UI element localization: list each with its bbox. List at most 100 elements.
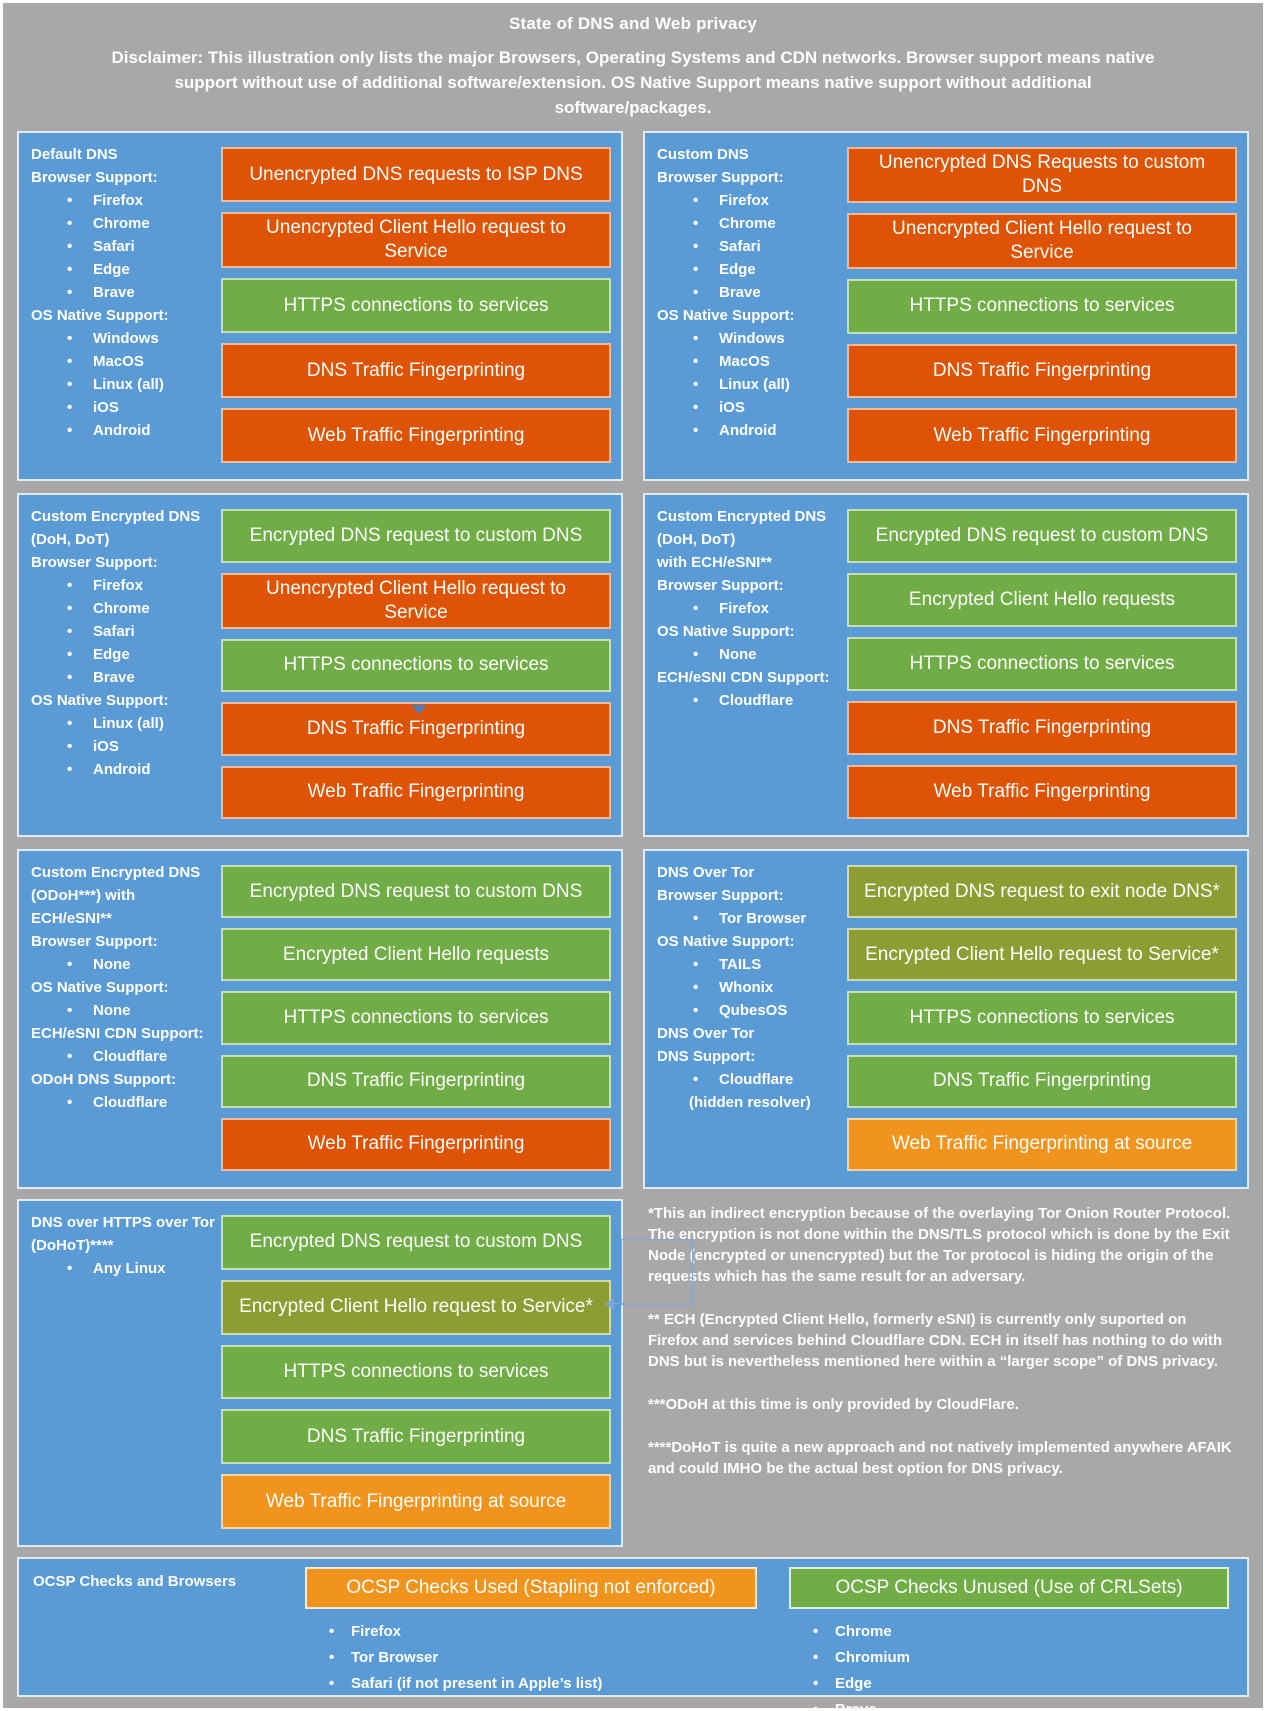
status-bar-bad: DNS Traffic Fingerprinting [221, 343, 611, 398]
support-label: Browser Support: [657, 169, 784, 186]
status-bar-bad: Unencrypted Client Hello request to Serv… [221, 572, 611, 629]
panel-info: Custom Encrypted DNS (ODoH***) with ECH/… [19, 851, 217, 1187]
panel-bars: Encrypted DNS request to custom DNS Encry… [843, 495, 1247, 835]
status-bar-good: HTTPS connections to services [221, 1344, 611, 1400]
callout-artifact [621, 1239, 693, 1305]
support-item: Chrome [657, 212, 843, 235]
support-item: Safari [657, 235, 843, 258]
status-bar-bad: Web Traffic Fingerprinting [847, 765, 1237, 819]
panel-info: Custom Encrypted DNS (DoH, DoT) with ECH… [645, 495, 843, 835]
browser-item: Chromium [789, 1645, 1229, 1671]
support-label: Browser Support: [31, 933, 158, 950]
support-label: ECH/eSNI CDN Support: [657, 669, 830, 686]
support-label: OS Native Support: [657, 623, 795, 640]
panel-info: Default DNS Browser Support: FirefoxChrome… [19, 133, 217, 479]
support-item: Edge [31, 643, 217, 666]
support-item: Firefox [657, 597, 843, 620]
footnote: ****DoHoT is quite a new approach and no… [648, 1439, 1232, 1477]
status-bar-good: HTTPS connections to services [221, 638, 611, 692]
status-bar-good: Encrypted Client Hello requests [221, 928, 611, 982]
disclaimer-text: Disclaimer: This illustration only lists… [111, 48, 1155, 117]
support-item: Cloudflare [657, 689, 843, 712]
panel-bars: Unencrypted DNS requests to ISP DNS Unenc… [217, 133, 621, 479]
support-item: Firefox [31, 574, 217, 597]
panel-custom-encrypted-dns-ech: Custom Encrypted DNS (DoH, DoT) with ECH… [643, 493, 1249, 837]
support-item: TAILS [657, 953, 843, 976]
support-label: ECH/eSNI CDN Support: [31, 1025, 204, 1042]
support-item: Firefox [31, 189, 217, 212]
support-item: None [31, 999, 217, 1022]
status-bar-good: Encrypted DNS request to custom DNS [221, 865, 611, 919]
support-item: Cloudflare [31, 1045, 217, 1068]
status-bar-bad: Unencrypted DNS Requests to custom DNS [847, 147, 1237, 203]
ocsp-used-column: OCSP Checks Used (Stapling not enforced)… [305, 1567, 757, 1697]
support-item: Chrome [31, 212, 217, 235]
browser-item: Chrome [789, 1619, 1229, 1645]
support-item: Windows [31, 327, 217, 350]
ocsp-used-list: FirefoxTor BrowserSafari (if not present… [305, 1619, 757, 1697]
support-label: Browser Support: [657, 887, 784, 904]
support-label: Browser Support: [657, 577, 784, 594]
support-item: None [657, 643, 843, 666]
status-bar-good: Encrypted DNS request to custom DNS [221, 1215, 611, 1270]
cursor-artifact [411, 705, 427, 714]
panel-bars: Encrypted DNS request to exit node DNS* E… [843, 851, 1247, 1187]
status-bar-bad: Web Traffic Fingerprinting [221, 1117, 611, 1172]
support-label: DNS Over Tor DNS Support: [657, 1025, 756, 1065]
ocsp-unused-list: ChromeChromiumEdgeBrave [789, 1619, 1229, 1708]
support-label: OS Native Support: [31, 979, 169, 996]
panel-info: Custom DNS Browser Support: FirefoxChromeS… [645, 133, 843, 479]
panel-info: Custom Encrypted DNS (DoH, DoT) Browser S… [19, 495, 217, 835]
browser-item: Edge [789, 1671, 1229, 1697]
panel-dns-over-tor: DNS Over Tor Browser Support: Tor Browser O… [643, 849, 1249, 1189]
support-item: Android [31, 758, 217, 781]
support-label: OS Native Support: [657, 307, 795, 324]
support-item: Edge [31, 258, 217, 281]
support-item: MacOS [657, 350, 843, 373]
status-bar-warn: Web Traffic Fingerprinting at source [847, 1117, 1237, 1172]
panel-dohot: DNS over HTTPS over Tor (DoHoT)**** Any L… [17, 1199, 623, 1547]
panel-custom-dns: Custom DNS Browser Support: FirefoxChromeS… [643, 131, 1249, 481]
status-bar-indirect: Encrypted Client Hello request to Servic… [221, 1279, 611, 1335]
status-bar-good: HTTPS connections to services [847, 637, 1237, 691]
footnote: ** ECH (Encrypted Client Hello, formerly… [648, 1311, 1223, 1370]
ocsp-unused-column: OCSP Checks Unused (Use of CRLSets) Chro… [789, 1567, 1229, 1708]
support-item: Linux (all) [31, 712, 217, 735]
browser-item: Tor Browser [305, 1645, 757, 1671]
status-bar-bad: Unencrypted DNS requests to ISP DNS [221, 147, 611, 202]
status-bar-good: HTTPS connections to services [847, 279, 1237, 334]
support-item: iOS [31, 735, 217, 758]
panel-heading: Custom Encrypted DNS (DoH, DoT) with ECH… [657, 508, 827, 571]
status-bar-bad: Unencrypted Client Hello request to Serv… [847, 213, 1237, 269]
support-item: Firefox [657, 189, 843, 212]
support-label: OS Native Support: [31, 307, 169, 324]
status-bar-bad: DNS Traffic Fingerprinting [847, 343, 1237, 399]
panel-ocsp: OCSP Checks and Browsers OCSP Checks Use… [17, 1557, 1249, 1708]
support-item: Any Linux [31, 1257, 217, 1280]
support-item: Safari [31, 235, 217, 258]
support-item: iOS [31, 396, 217, 419]
support-item: Linux (all) [657, 373, 843, 396]
status-bar-bad: DNS Traffic Fingerprinting [847, 701, 1237, 755]
status-bar-good: DNS Traffic Fingerprinting [847, 1054, 1237, 1108]
panel-heading: Custom Encrypted DNS (ODoH***) with ECH/… [31, 864, 201, 927]
status-bar-bad: Web Traffic Fingerprinting [847, 408, 1237, 464]
panel-bars: Unencrypted DNS Requests to custom DNS Un… [843, 133, 1247, 479]
panel-custom-encrypted-dns-doh-dot: Custom Encrypted DNS (DoH, DoT) Browser S… [17, 493, 623, 837]
status-bar-good: HTTPS connections to services [221, 278, 611, 333]
support-item: MacOS [31, 350, 217, 373]
browser-item: Brave [789, 1697, 1229, 1708]
callout-artifact-arrow [605, 1298, 614, 1310]
support-item: Edge [657, 258, 843, 281]
panel-heading: Default DNS [31, 146, 118, 163]
status-bar-indirect: Encrypted Client Hello request to Servic… [847, 928, 1237, 982]
panel-info: DNS Over Tor Browser Support: Tor Browser O… [645, 851, 843, 1187]
support-label: Browser Support: [31, 554, 158, 571]
support-item: Android [31, 419, 217, 442]
support-item: Safari [31, 620, 217, 643]
panel-bars: Encrypted DNS request to custom DNS Encry… [217, 1201, 621, 1545]
support-item: Cloudflare [657, 1068, 843, 1091]
status-bar-good: Encrypted Client Hello requests [847, 573, 1237, 627]
header: State of DNS and Web privacy Disclaimer:… [3, 14, 1263, 120]
